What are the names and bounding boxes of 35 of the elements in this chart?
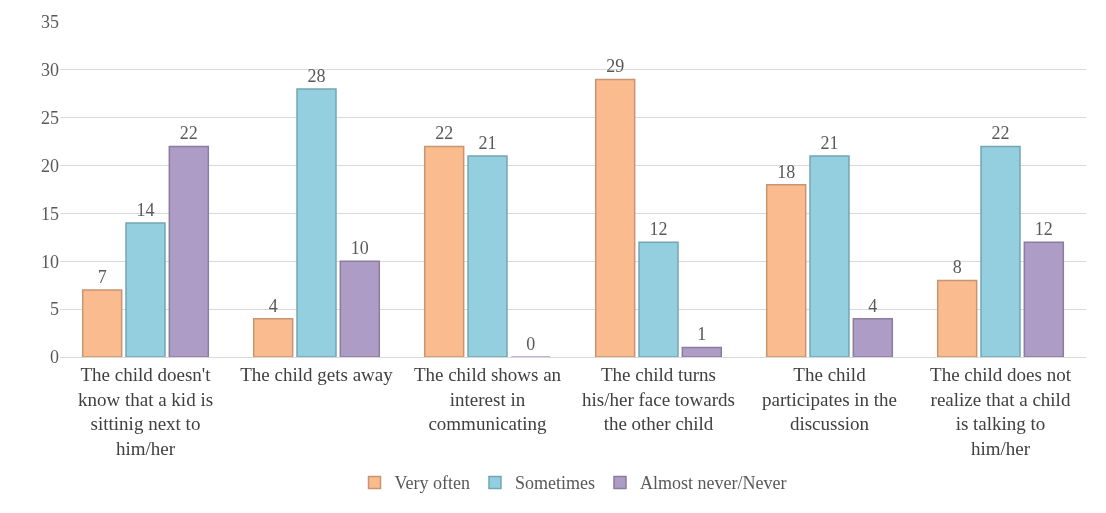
legend-label: Almost never/Never (639, 473, 787, 494)
legend-label: Sometimes (514, 473, 595, 494)
y-tick-label: 35 (41, 12, 59, 33)
y-tick-label: 25 (41, 108, 59, 129)
data-label: 14 (136, 200, 155, 220)
legend-label: Very often (394, 473, 470, 494)
x-tick-label: The child shows an interest in communicating (413, 363, 562, 435)
y-tick-label: 15 (41, 203, 59, 224)
data-label: 7 (97, 267, 107, 287)
x-tick-label: The child does not realize that a child is talking to him/her (930, 363, 1072, 459)
data-label: 22 (991, 123, 1010, 144)
x-tick-label: The child gets away (240, 363, 394, 385)
x-tick-label: The child turns his/her face towards the other child (582, 363, 735, 435)
data-label: 21 (820, 133, 839, 153)
data-label: 1 (697, 324, 707, 345)
data-label: 22 (435, 123, 454, 144)
data-label: 22 (179, 123, 198, 144)
data-label: 28 (307, 66, 326, 86)
data-label: 10 (350, 238, 369, 259)
data-label: 4 (868, 295, 878, 316)
data-label: 12 (649, 219, 668, 240)
y-tick-label: 30 (41, 60, 59, 81)
y-tick-label: 5 (50, 299, 59, 320)
x-tick-label: The child doesn't know that a kid is sittinig next to him/her (77, 363, 214, 459)
data-label: 29 (606, 56, 625, 77)
y-tick-label: 20 (41, 155, 59, 176)
data-label: 12 (1034, 219, 1053, 240)
data-label: 18 (777, 161, 796, 182)
y-tick-label: 10 (41, 251, 59, 272)
data-label: 4 (268, 295, 278, 316)
data-label: 0 (526, 334, 536, 354)
y-tick-label: 0 (50, 347, 59, 368)
data-label: 8 (952, 257, 962, 278)
data-label: 21 (478, 133, 497, 153)
x-tick-label: The child participates in the discussion (761, 363, 898, 435)
